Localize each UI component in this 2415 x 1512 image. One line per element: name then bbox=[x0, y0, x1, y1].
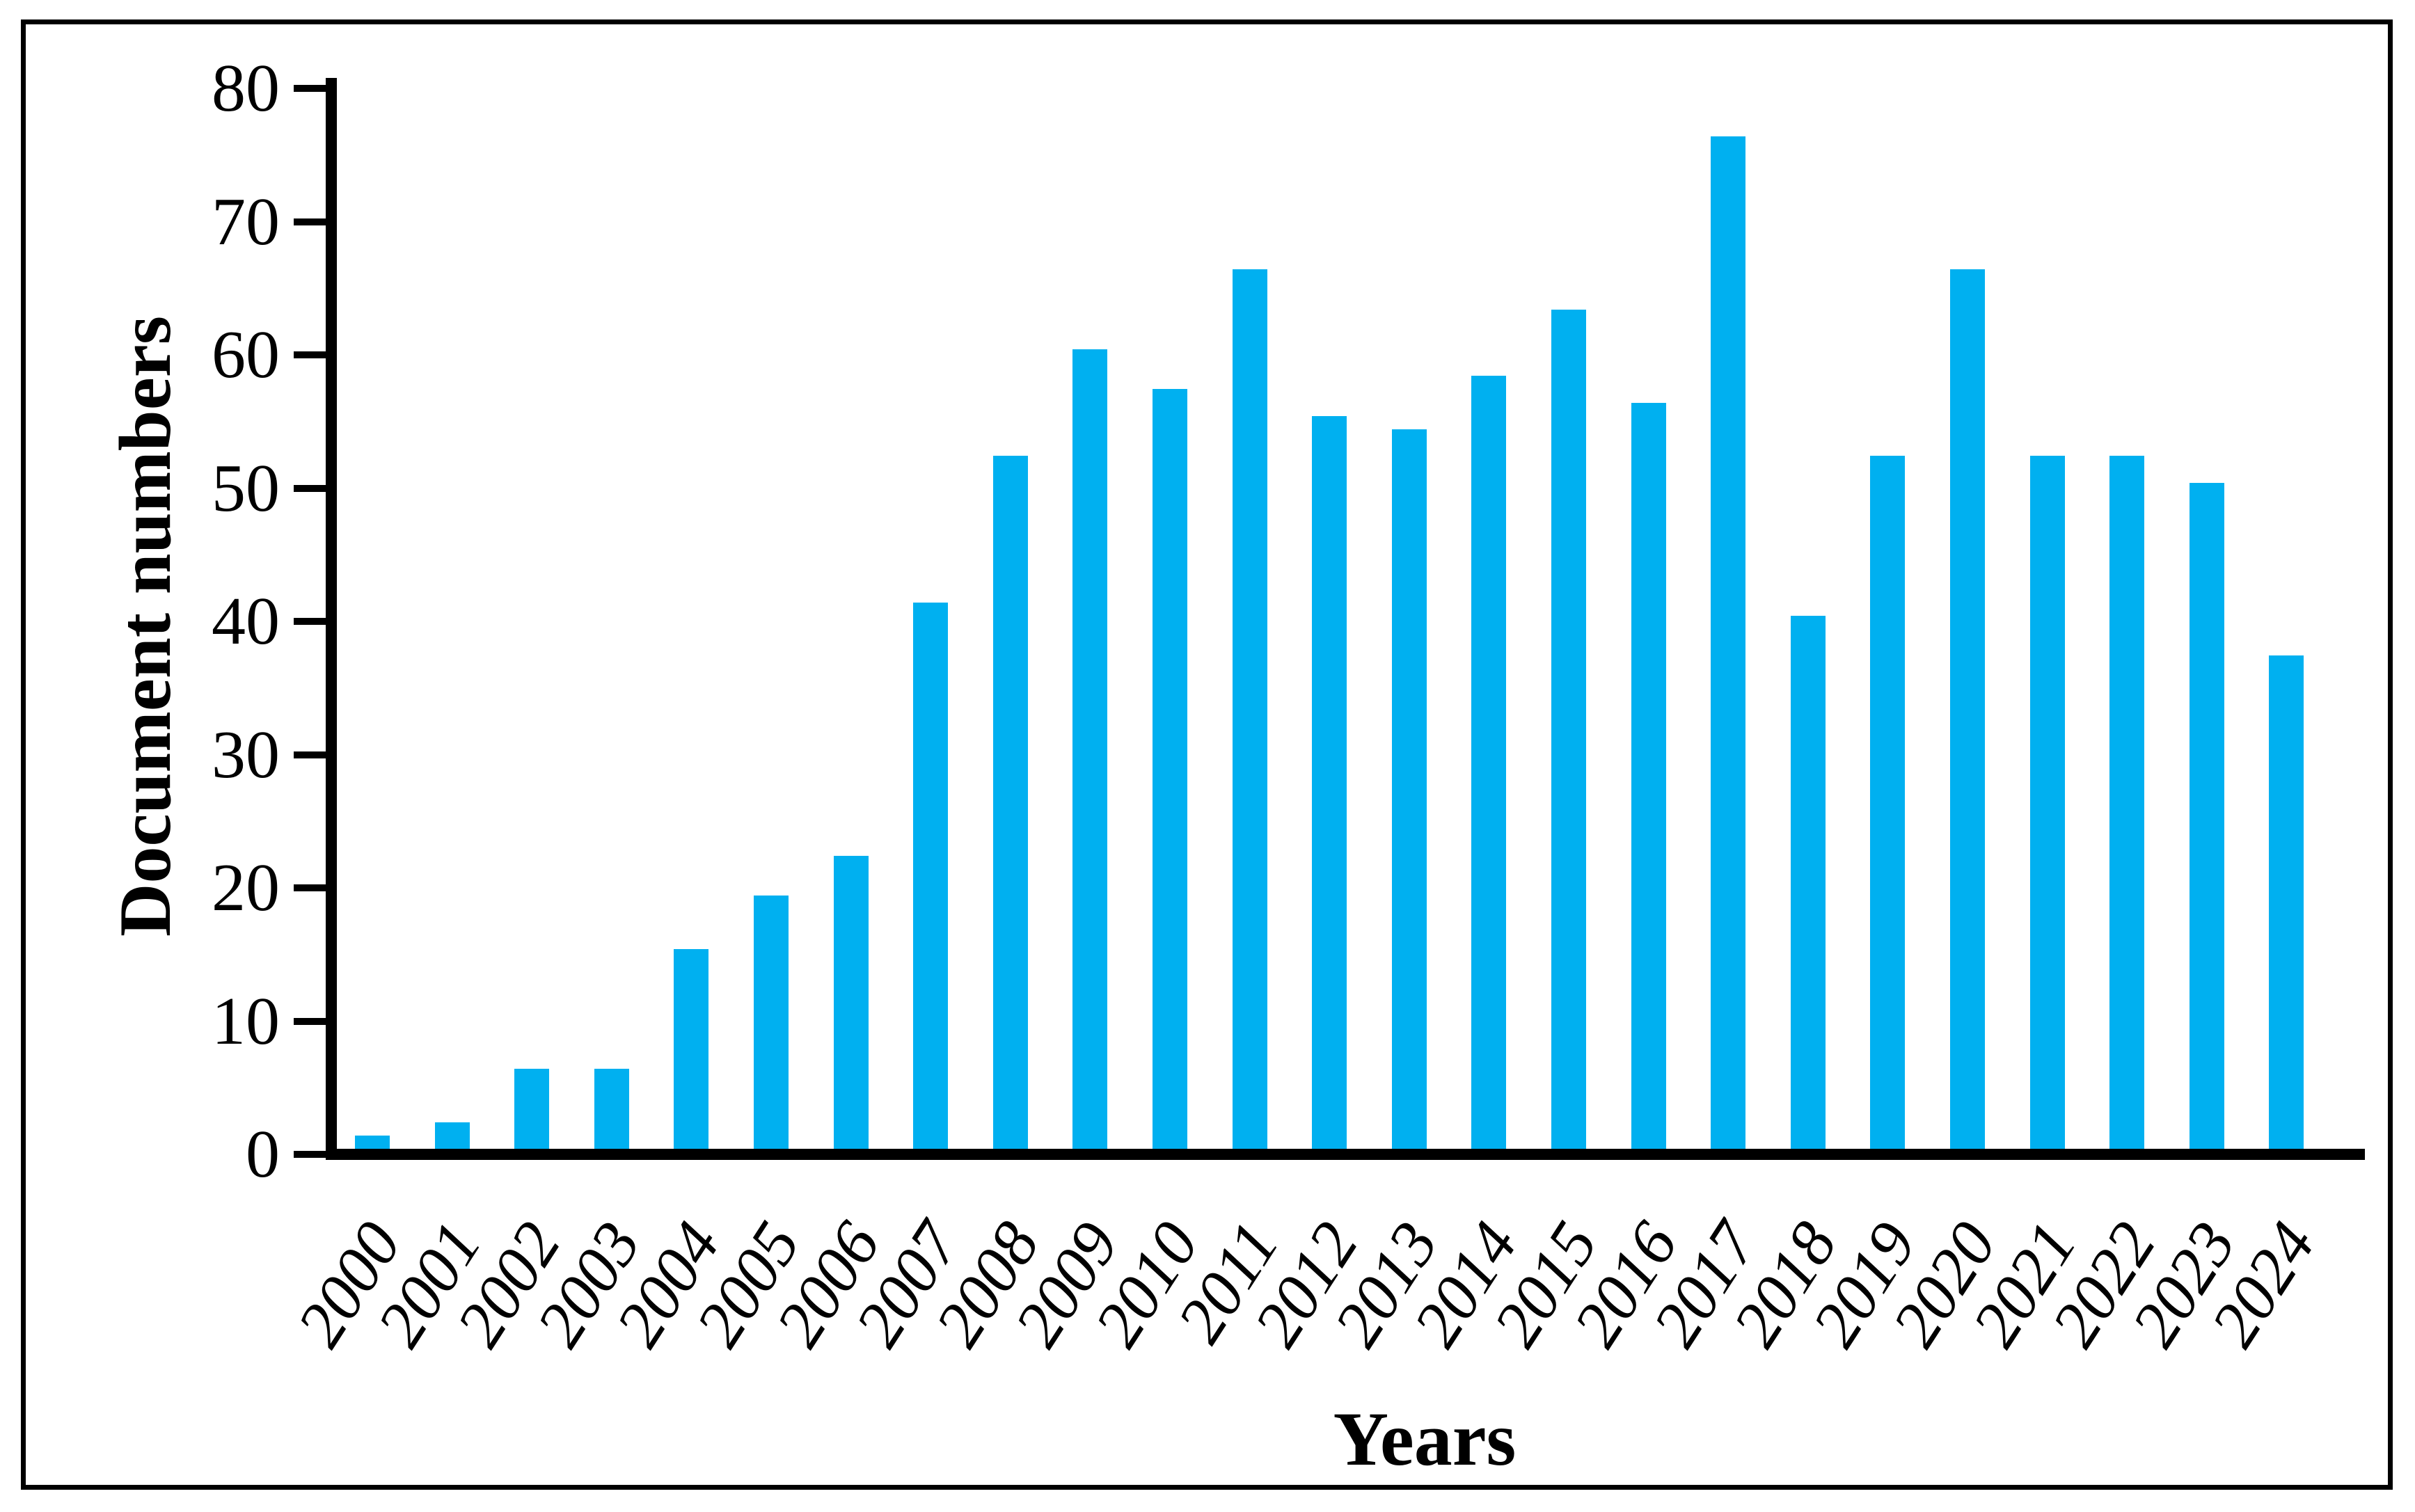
bar-2010 bbox=[1153, 389, 1187, 1149]
y-tick-mark bbox=[294, 618, 326, 625]
bar-2011 bbox=[1232, 269, 1267, 1149]
bar-2019 bbox=[1870, 456, 1906, 1149]
bar-2020 bbox=[1950, 269, 1985, 1149]
y-tick-mark bbox=[294, 1151, 326, 1158]
x-axis-line bbox=[326, 1149, 2365, 1160]
y-tick-label-10: 10 bbox=[212, 983, 280, 1059]
bar-2000 bbox=[355, 1135, 390, 1149]
x-axis-title: Years bbox=[1333, 1396, 1517, 1481]
y-tick-label-40: 40 bbox=[212, 584, 280, 659]
y-tick-label-60: 60 bbox=[212, 317, 280, 392]
bar-2022 bbox=[2109, 456, 2145, 1149]
y-axis-line bbox=[326, 78, 337, 1160]
bar-2009 bbox=[1072, 349, 1108, 1149]
bar-2023 bbox=[2189, 482, 2224, 1149]
bar-2002 bbox=[514, 1069, 550, 1149]
y-tick-mark bbox=[294, 751, 326, 758]
bar-2013 bbox=[1391, 429, 1427, 1149]
bar-2021 bbox=[2029, 456, 2065, 1149]
bar-2024 bbox=[2269, 655, 2304, 1149]
bar-2004 bbox=[674, 948, 709, 1149]
bar-2003 bbox=[594, 1069, 629, 1149]
y-tick-mark bbox=[294, 85, 326, 92]
bar-2017 bbox=[1711, 136, 1746, 1149]
bar-2008 bbox=[992, 456, 1028, 1149]
y-tick-mark bbox=[294, 484, 326, 492]
bar-2018 bbox=[1790, 616, 1826, 1149]
figure-border: Document numbers Years bbox=[21, 19, 2393, 1490]
y-tick-mark bbox=[294, 351, 326, 358]
y-tick-label-80: 80 bbox=[212, 51, 280, 126]
y-tick-label-70: 70 bbox=[212, 184, 280, 260]
y-tick-mark bbox=[294, 884, 326, 891]
y-tick-mark bbox=[294, 1017, 326, 1025]
bar-2016 bbox=[1631, 402, 1666, 1149]
bar-2012 bbox=[1312, 415, 1347, 1149]
y-tick-label-20: 20 bbox=[212, 850, 280, 925]
bar-2005 bbox=[754, 896, 789, 1149]
bar-2001 bbox=[434, 1122, 470, 1149]
y-tick-label-0: 0 bbox=[246, 1117, 280, 1192]
y-tick-label-30: 30 bbox=[212, 717, 280, 793]
bar-2014 bbox=[1471, 376, 1507, 1149]
y-tick-mark bbox=[294, 218, 326, 225]
bar-2015 bbox=[1551, 309, 1586, 1149]
y-tick-label-50: 50 bbox=[212, 450, 280, 526]
bar-2007 bbox=[913, 602, 949, 1149]
bar-2006 bbox=[833, 855, 869, 1149]
